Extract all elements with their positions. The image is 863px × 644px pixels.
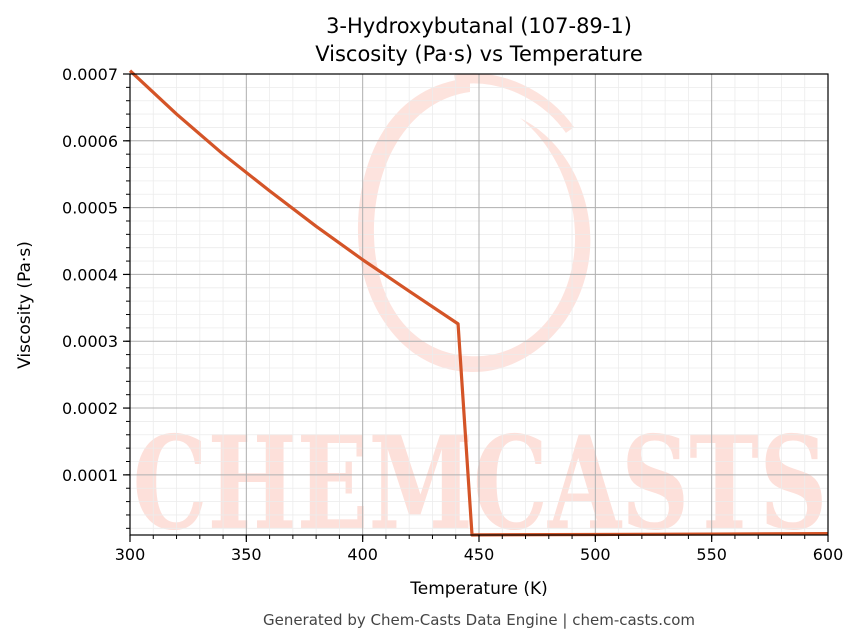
- y-tick-label: 0.0005: [62, 199, 118, 218]
- x-axis: 300 350 400 450 500 550 600: [115, 535, 844, 564]
- x-tick-label: 300: [115, 545, 146, 564]
- footer-text: Generated by Chem-Casts Data Engine | ch…: [263, 611, 695, 629]
- watermark-text: CHEMCASTS: [133, 409, 828, 559]
- y-axis-label: Viscosity (Pa·s): [15, 241, 35, 369]
- x-tick-label: 550: [696, 545, 727, 564]
- x-tick-label: 450: [464, 545, 495, 564]
- y-tick-label: 0.0002: [62, 399, 118, 418]
- x-tick-label: 600: [813, 545, 844, 564]
- major-gridlines: [129, 73, 829, 535]
- y-tick-label: 0.0001: [62, 466, 118, 485]
- chart-title: 3-Hydroxybutanal (107-89-1): [326, 14, 632, 38]
- x-tick-label: 350: [231, 545, 262, 564]
- watermark: CHEMCASTS: [133, 73, 828, 559]
- y-tick-label: 0.0004: [62, 265, 118, 284]
- y-tick-label: 0.0007: [62, 65, 118, 84]
- watermark-swirl-icon: [357, 73, 591, 373]
- y-axis: 0.0001 0.0002 0.0003 0.0004 0.0005 0.0006 0.00…: [62, 65, 130, 529]
- y-tick-label: 0.0006: [62, 132, 118, 151]
- chart-subtitle: Viscosity (Pa·s) vs Temperature: [315, 42, 643, 66]
- x-tick-label: 500: [580, 545, 611, 564]
- x-axis-label: Temperature (K): [409, 579, 548, 599]
- y-tick-label: 0.0003: [62, 332, 118, 351]
- x-tick-label: 400: [347, 545, 378, 564]
